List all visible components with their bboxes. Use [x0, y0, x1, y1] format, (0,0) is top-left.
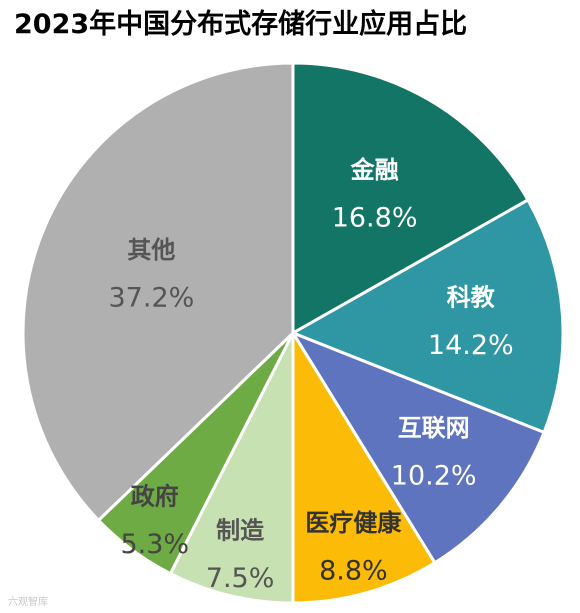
pie-slice-1: [291, 61, 530, 335]
pie-slice-7: [21, 61, 295, 522]
watermark: 六观智库: [8, 597, 48, 608]
slice-value-label: 8.8%: [319, 556, 388, 587]
pie-slice-4: [291, 331, 437, 605]
pie-slice-2: [291, 198, 565, 434]
slice-name-label: 其他: [127, 236, 175, 264]
slice-value-label: 7.5%: [206, 563, 275, 594]
slice-name-label: 金融: [350, 156, 399, 184]
pie-slice-5: [168, 331, 295, 605]
slice-name-label: 科教: [447, 284, 496, 312]
pie-slice-3: [291, 331, 546, 565]
slice-value-label: 16.8%: [332, 203, 418, 234]
slice-name-label: 政府: [131, 483, 179, 511]
slice-name-label: 医疗健康: [305, 509, 402, 537]
slice-value-label: 37.2%: [109, 282, 195, 313]
slice-name-label: 制造: [216, 517, 264, 545]
slice-name-label: 互联网: [398, 414, 470, 442]
chart-title: 2023年中国分布式存储行业应用占比: [14, 9, 468, 40]
slice-value-label: 5.3%: [120, 529, 189, 560]
slice-value-label: 14.2%: [428, 330, 514, 361]
slice-value-label: 10.2%: [391, 460, 477, 491]
